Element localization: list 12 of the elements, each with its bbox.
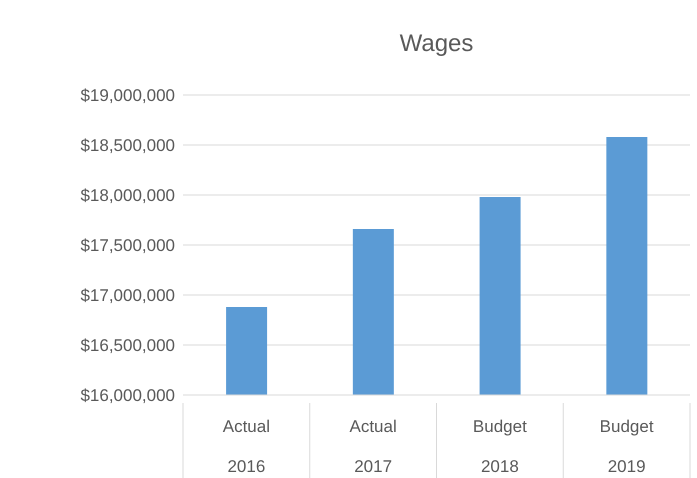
y-tick-label: $18,000,000	[80, 186, 175, 206]
category-label: Budget 2018	[472, 417, 527, 476]
y-tick-label: $19,000,000	[80, 86, 175, 106]
y-tick-label: $18,500,000	[80, 136, 175, 156]
category-label: Actual 2017	[350, 417, 397, 476]
y-tick-label: $17,500,000	[80, 236, 175, 256]
y-tick-label: $16,000,000	[80, 386, 175, 406]
chart-title: Wages	[398, 30, 474, 58]
y-tick-label: $16,500,000	[80, 336, 175, 356]
category-label: Actual 2016	[222, 417, 270, 476]
y-tick-label: $17,000,000	[80, 286, 175, 306]
category-label: Budget 2019	[600, 417, 654, 476]
